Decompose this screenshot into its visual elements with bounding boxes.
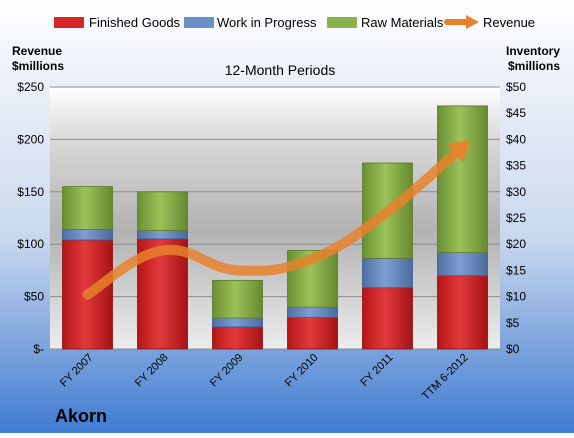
legend-swatch-finished-goods: [54, 17, 84, 28]
left-tick-label: $200: [17, 132, 44, 146]
bar-segment: [62, 186, 113, 230]
right-tick-label: $5: [506, 316, 520, 330]
bar-segment: [137, 230, 188, 240]
revenue-line-path: [82, 141, 468, 300]
bar-segment: [287, 317, 338, 350]
bar-segment: [137, 191, 188, 231]
chart-title: 12-Month Periods: [225, 62, 336, 78]
bars: [62, 105, 488, 350]
revenue-arrowhead: [446, 140, 471, 164]
revenue-line: [82, 140, 471, 300]
right-tick-label: $20: [506, 237, 526, 251]
legend-label-raw-materials: Raw Materials: [361, 15, 444, 30]
right-tick-label: $0: [506, 342, 520, 356]
bar-segment: [212, 317, 263, 328]
left-tick-label: $100: [17, 237, 44, 251]
legend-swatch-work-in-progress: [184, 17, 214, 28]
right-axis-title-line1: Inventory: [506, 44, 560, 58]
bar-segment: [362, 287, 413, 350]
legend-label-work-in-progress: Work in Progress: [217, 15, 317, 30]
right-tick-label: $15: [506, 263, 526, 277]
plot-area: [50, 87, 500, 349]
right-tick-label: $25: [506, 211, 526, 225]
bar-segment: [287, 306, 338, 318]
legend-label-finished-goods: Finished Goods: [89, 15, 181, 30]
bar-segment: [62, 229, 113, 241]
bar-segment: [437, 105, 488, 253]
left-tick-label: $250: [17, 80, 44, 94]
right-tick-label: $30: [506, 185, 526, 199]
left-axis-title-line2: $millions: [12, 59, 64, 73]
bar-segment: [212, 279, 263, 319]
bar-segment: [212, 326, 263, 350]
left-axis-title-line1: Revenue: [12, 44, 62, 58]
legend-label-revenue: Revenue: [483, 15, 535, 30]
bar-segment: [362, 257, 413, 289]
right-tick-label: $50: [506, 80, 526, 94]
legend: Finished Goods Work in Progress Raw Mate…: [54, 15, 535, 30]
bar-segment: [62, 239, 113, 350]
right-tick-label: $35: [506, 159, 526, 173]
gridlines: [50, 86, 500, 350]
legend-arrow-revenue: [466, 15, 479, 29]
left-tick-label: $50: [24, 290, 44, 304]
left-tick-label: $-: [33, 342, 44, 356]
right-axis-tick-labels: $0 $5 $10 $15 $20 $25 $30 $35 $40 $45 $50: [506, 80, 526, 356]
left-axis-tick-labels: $- $50 $100 $150 $200 $250: [17, 80, 44, 356]
bar-segment: [437, 275, 488, 350]
right-tick-label: $45: [506, 106, 526, 120]
right-tick-label: $10: [506, 290, 526, 304]
left-tick-label: $150: [17, 185, 44, 199]
legend-swatch-raw-materials: [327, 17, 357, 28]
company-name: Akorn: [55, 406, 107, 426]
right-axis-title-line2: $millions: [508, 59, 560, 73]
bar-segment: [437, 252, 488, 277]
right-tick-label: $40: [506, 132, 526, 146]
